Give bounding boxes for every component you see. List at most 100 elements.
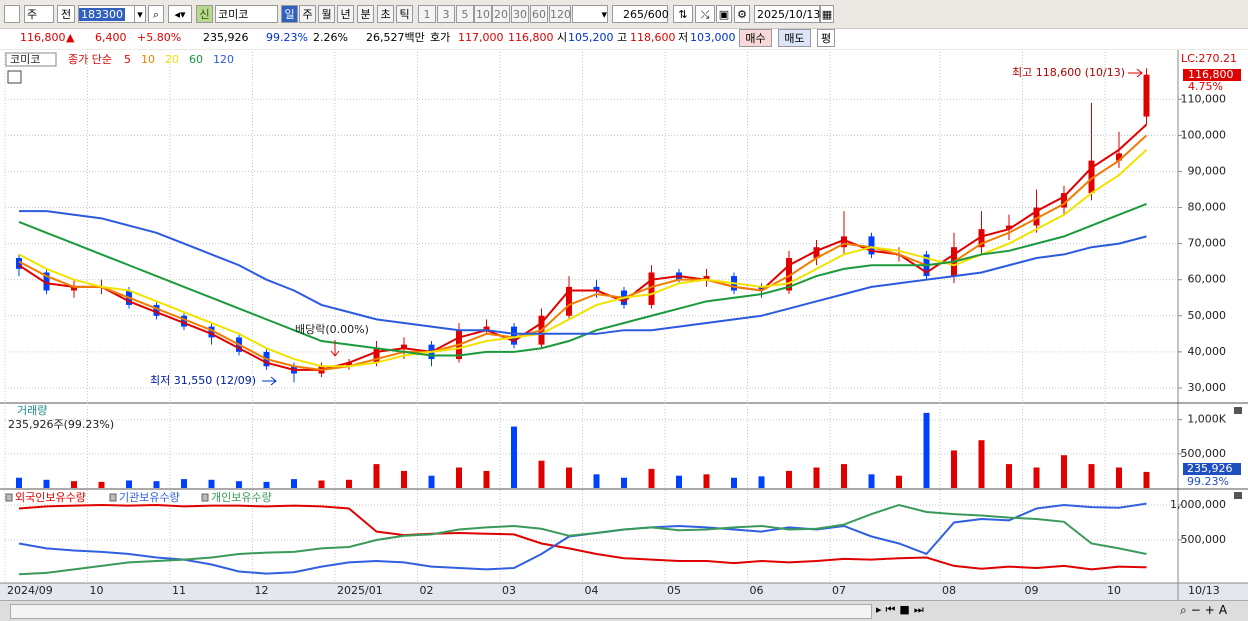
interval-button[interactable]: 1: [418, 5, 436, 23]
low-label: 저: [678, 31, 689, 44]
candle-body: [16, 258, 22, 269]
volume: 235,926: [203, 31, 249, 44]
period-button[interactable]: 월: [318, 5, 335, 23]
period-button[interactable]: 틱: [396, 5, 413, 23]
legend-label: 종가 단순: [68, 53, 112, 66]
name-input[interactable]: 코미코: [215, 5, 278, 23]
total: /600: [644, 8, 669, 21]
volume-ratio: 99.23%: [266, 31, 308, 44]
y-tick-label: 1,000K: [1187, 413, 1226, 426]
date-input[interactable]: 2025/10/13: [754, 5, 820, 23]
new-badge[interactable]: 신: [196, 5, 213, 23]
sound-button[interactable]: ◂▾: [168, 5, 192, 23]
candle-body: [511, 326, 517, 345]
candle-body: [648, 272, 655, 305]
save-icon[interactable]: ▣: [716, 5, 732, 23]
legend-entry: 외국인보유수량: [15, 491, 86, 504]
table-icon[interactable]: [7, 70, 22, 84]
zoom-buttons[interactable]: ⌕−+A: [1180, 603, 1232, 617]
menu-icon[interactable]: [4, 5, 20, 23]
rate-tag: 4.75%: [1188, 80, 1223, 93]
lc-label: LC:270.21: [1181, 52, 1237, 65]
series-line: [18, 123, 1148, 371]
prev-button[interactable]: 전: [57, 5, 75, 23]
interval-button[interactable]: 30: [511, 5, 529, 23]
legend-entry: 20: [165, 53, 179, 66]
period-button[interactable]: 년: [337, 5, 354, 23]
volume-bar: [291, 479, 297, 488]
candle-body: [1116, 153, 1122, 161]
nav-buttons[interactable]: ▸⏮■⏭: [876, 603, 928, 616]
volume-bar: [841, 464, 847, 488]
volume-bar: [1088, 464, 1095, 488]
volume-bar: [236, 481, 242, 488]
x-tick-label: 07: [832, 584, 846, 597]
volume-bar: [1116, 467, 1122, 488]
x-tick-label: 02: [420, 584, 434, 597]
volume-bar: [511, 426, 517, 488]
code-dropdown[interactable]: ▾: [134, 5, 146, 23]
candle-body: [208, 326, 215, 338]
code-input[interactable]: 183300: [78, 5, 135, 23]
volume-bar: [978, 440, 985, 488]
volume-bar: [16, 477, 22, 488]
series-line: [18, 503, 1147, 576]
interval-button[interactable]: 5: [456, 5, 474, 23]
interval-button[interactable]: 120: [549, 5, 571, 23]
ask-label: 호가: [430, 31, 451, 44]
interval-button[interactable]: 10: [474, 5, 492, 23]
y-tick-label: 70,000: [1188, 237, 1227, 250]
candle-body: [181, 315, 187, 327]
legend-entry: 5: [124, 53, 131, 66]
period-button[interactable]: 초: [377, 5, 394, 23]
amount: 26,527백만: [366, 31, 425, 44]
volume-bar: [98, 481, 105, 488]
search-button[interactable]: ⌕: [148, 5, 164, 23]
scroll-track[interactable]: [10, 604, 872, 619]
panel-icon[interactable]: [1234, 407, 1242, 414]
interval-button[interactable]: 60: [530, 5, 548, 23]
volume-bar: [703, 474, 710, 488]
x-tick-label: 2024/09: [7, 584, 53, 597]
series-line: [18, 503, 1147, 571]
period-button[interactable]: 분: [357, 5, 374, 23]
volume-bar: [428, 475, 435, 488]
scrollbar[interactable]: ▸⏮■⏭ ⌕−+A: [0, 600, 1248, 621]
period-button[interactable]: 주: [299, 5, 316, 23]
high: 118,600: [630, 31, 676, 44]
volume-bar: [868, 474, 875, 488]
interval-button[interactable]: 20: [492, 5, 510, 23]
volume-tag-rate: 99.23%: [1187, 475, 1229, 488]
legend-box: [5, 52, 57, 67]
tool-icon[interactable]: ⇅: [673, 5, 693, 23]
interval-button[interactable]: 3: [437, 5, 455, 23]
open-label: 시: [557, 31, 568, 44]
x-tick-label: 11: [172, 584, 186, 597]
high-arrow: [1128, 68, 1143, 78]
y-tick-label: 80,000: [1188, 201, 1227, 214]
volume-bar: [1033, 467, 1040, 488]
volume-bar: [923, 412, 930, 488]
combo[interactable]: ▾: [572, 5, 608, 23]
tool-icon[interactable]: ⤯: [695, 5, 715, 23]
volume-bar: [676, 475, 682, 488]
settings-icon[interactable]: ⚙: [734, 5, 750, 23]
count-box[interactable]: 265/600: [612, 5, 669, 23]
low-annotation: 최저 31,550 (12/09): [150, 374, 256, 387]
period-button[interactable]: 일: [281, 5, 298, 23]
avg-button[interactable]: 평: [817, 29, 835, 47]
calendar-button[interactable]: ▦: [820, 5, 834, 23]
panel-icon[interactable]: [1234, 492, 1242, 499]
legend-entry: 기관보유수량: [119, 491, 180, 504]
high-annotation: 최고 118,600 (10/13): [1012, 66, 1125, 79]
series-line: [18, 134, 1148, 371]
candle-body: [71, 286, 77, 291]
sell-button[interactable]: 매도: [778, 29, 811, 47]
x-axis-bg: [0, 583, 1248, 600]
buy-button[interactable]: 매수: [739, 29, 772, 47]
market-select[interactable]: 주: [24, 5, 54, 23]
x-tick-label: 09: [1025, 584, 1039, 597]
legend-title: 코미코: [10, 53, 40, 66]
volume-bar: [593, 474, 600, 488]
legend-swatch: [109, 493, 117, 502]
